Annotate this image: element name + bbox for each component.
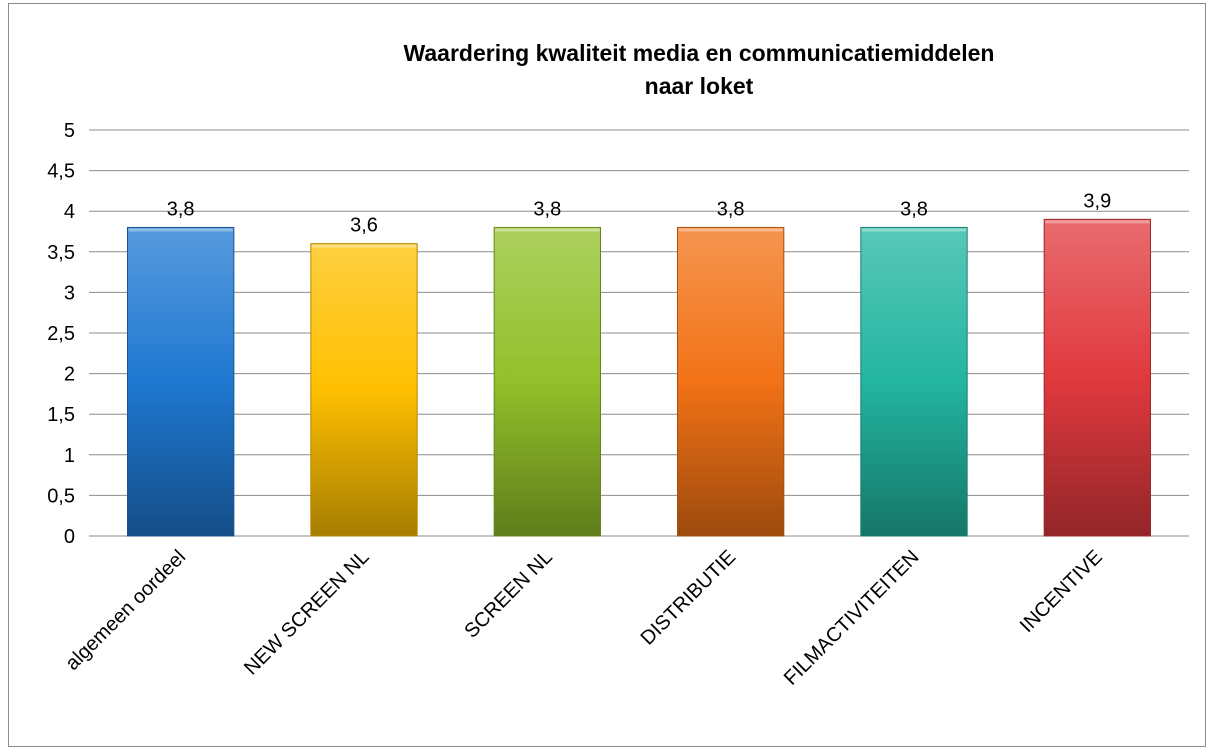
- x-tick-label: algemeen oordeel: [61, 546, 190, 675]
- data-label: 3,8: [167, 198, 195, 220]
- y-tick-label: 1,5: [47, 404, 75, 426]
- bars: [127, 218, 1151, 537]
- y-tick-label: 4: [64, 201, 75, 223]
- bar-highlight: [678, 228, 783, 232]
- x-tick-label: FILMACTIVITEITEN: [780, 546, 924, 690]
- y-tick-label: 2: [64, 364, 75, 386]
- x-tick-label: NEW SCREEN NL: [240, 546, 373, 679]
- y-tick-label: 4,5: [47, 161, 75, 183]
- bar-distributie: [677, 226, 785, 537]
- bar-algemeen-oordeel: [127, 226, 235, 537]
- bar-screen-nl: [493, 226, 601, 537]
- bar-highlight: [311, 244, 417, 248]
- y-tick-label: 5: [64, 120, 75, 142]
- y-tick-label: 3: [64, 282, 75, 304]
- bar-incentive: [1043, 218, 1151, 537]
- bar-new-screen-nl: [310, 243, 418, 537]
- y-tick-label: 0: [64, 526, 75, 548]
- chart-title-line-1: Waardering kwaliteit media en communicat…: [404, 40, 995, 66]
- x-tick-label: INCENTIVE: [1016, 546, 1107, 637]
- bar-highlight: [128, 228, 233, 232]
- x-axis-ticks: algemeen oordeel NEW SCREEN NL SCREEN NL DI…: [61, 546, 1106, 690]
- data-label: 3,9: [1083, 190, 1111, 212]
- x-tick-label: SCREEN NL: [460, 546, 557, 643]
- data-label: 3,6: [350, 215, 378, 237]
- chart-title-line-2: naar loket: [645, 73, 754, 99]
- y-tick-label: 0,5: [47, 485, 75, 507]
- x-tick-label: DISTRIBUTIE: [637, 546, 741, 650]
- gridlines: [89, 129, 1189, 537]
- data-label: 3,8: [717, 198, 745, 220]
- bar-chart: Waardering kwaliteit media en communicat…: [47, 40, 1189, 690]
- data-label: 3,8: [900, 198, 928, 220]
- y-tick-label: 1: [64, 445, 75, 467]
- bar-highlight: [1045, 220, 1150, 224]
- y-tick-label: 3,5: [47, 242, 75, 264]
- data-label: 3,8: [533, 198, 561, 220]
- y-tick-label: 2,5: [47, 323, 75, 345]
- data-labels: 3,8 3,6 3,8 3,8 3,8 3,9: [167, 190, 1111, 236]
- chart-frame: Waardering kwaliteit media en communicat…: [8, 3, 1206, 747]
- y-axis-ticks: 0 0,5 1 1,5 2 2,5 3 3,5 4 4,5 5: [47, 120, 75, 548]
- bar-filmactiviteiten: [860, 226, 968, 537]
- bar-highlight: [861, 228, 967, 232]
- bar-highlight: [495, 228, 600, 232]
